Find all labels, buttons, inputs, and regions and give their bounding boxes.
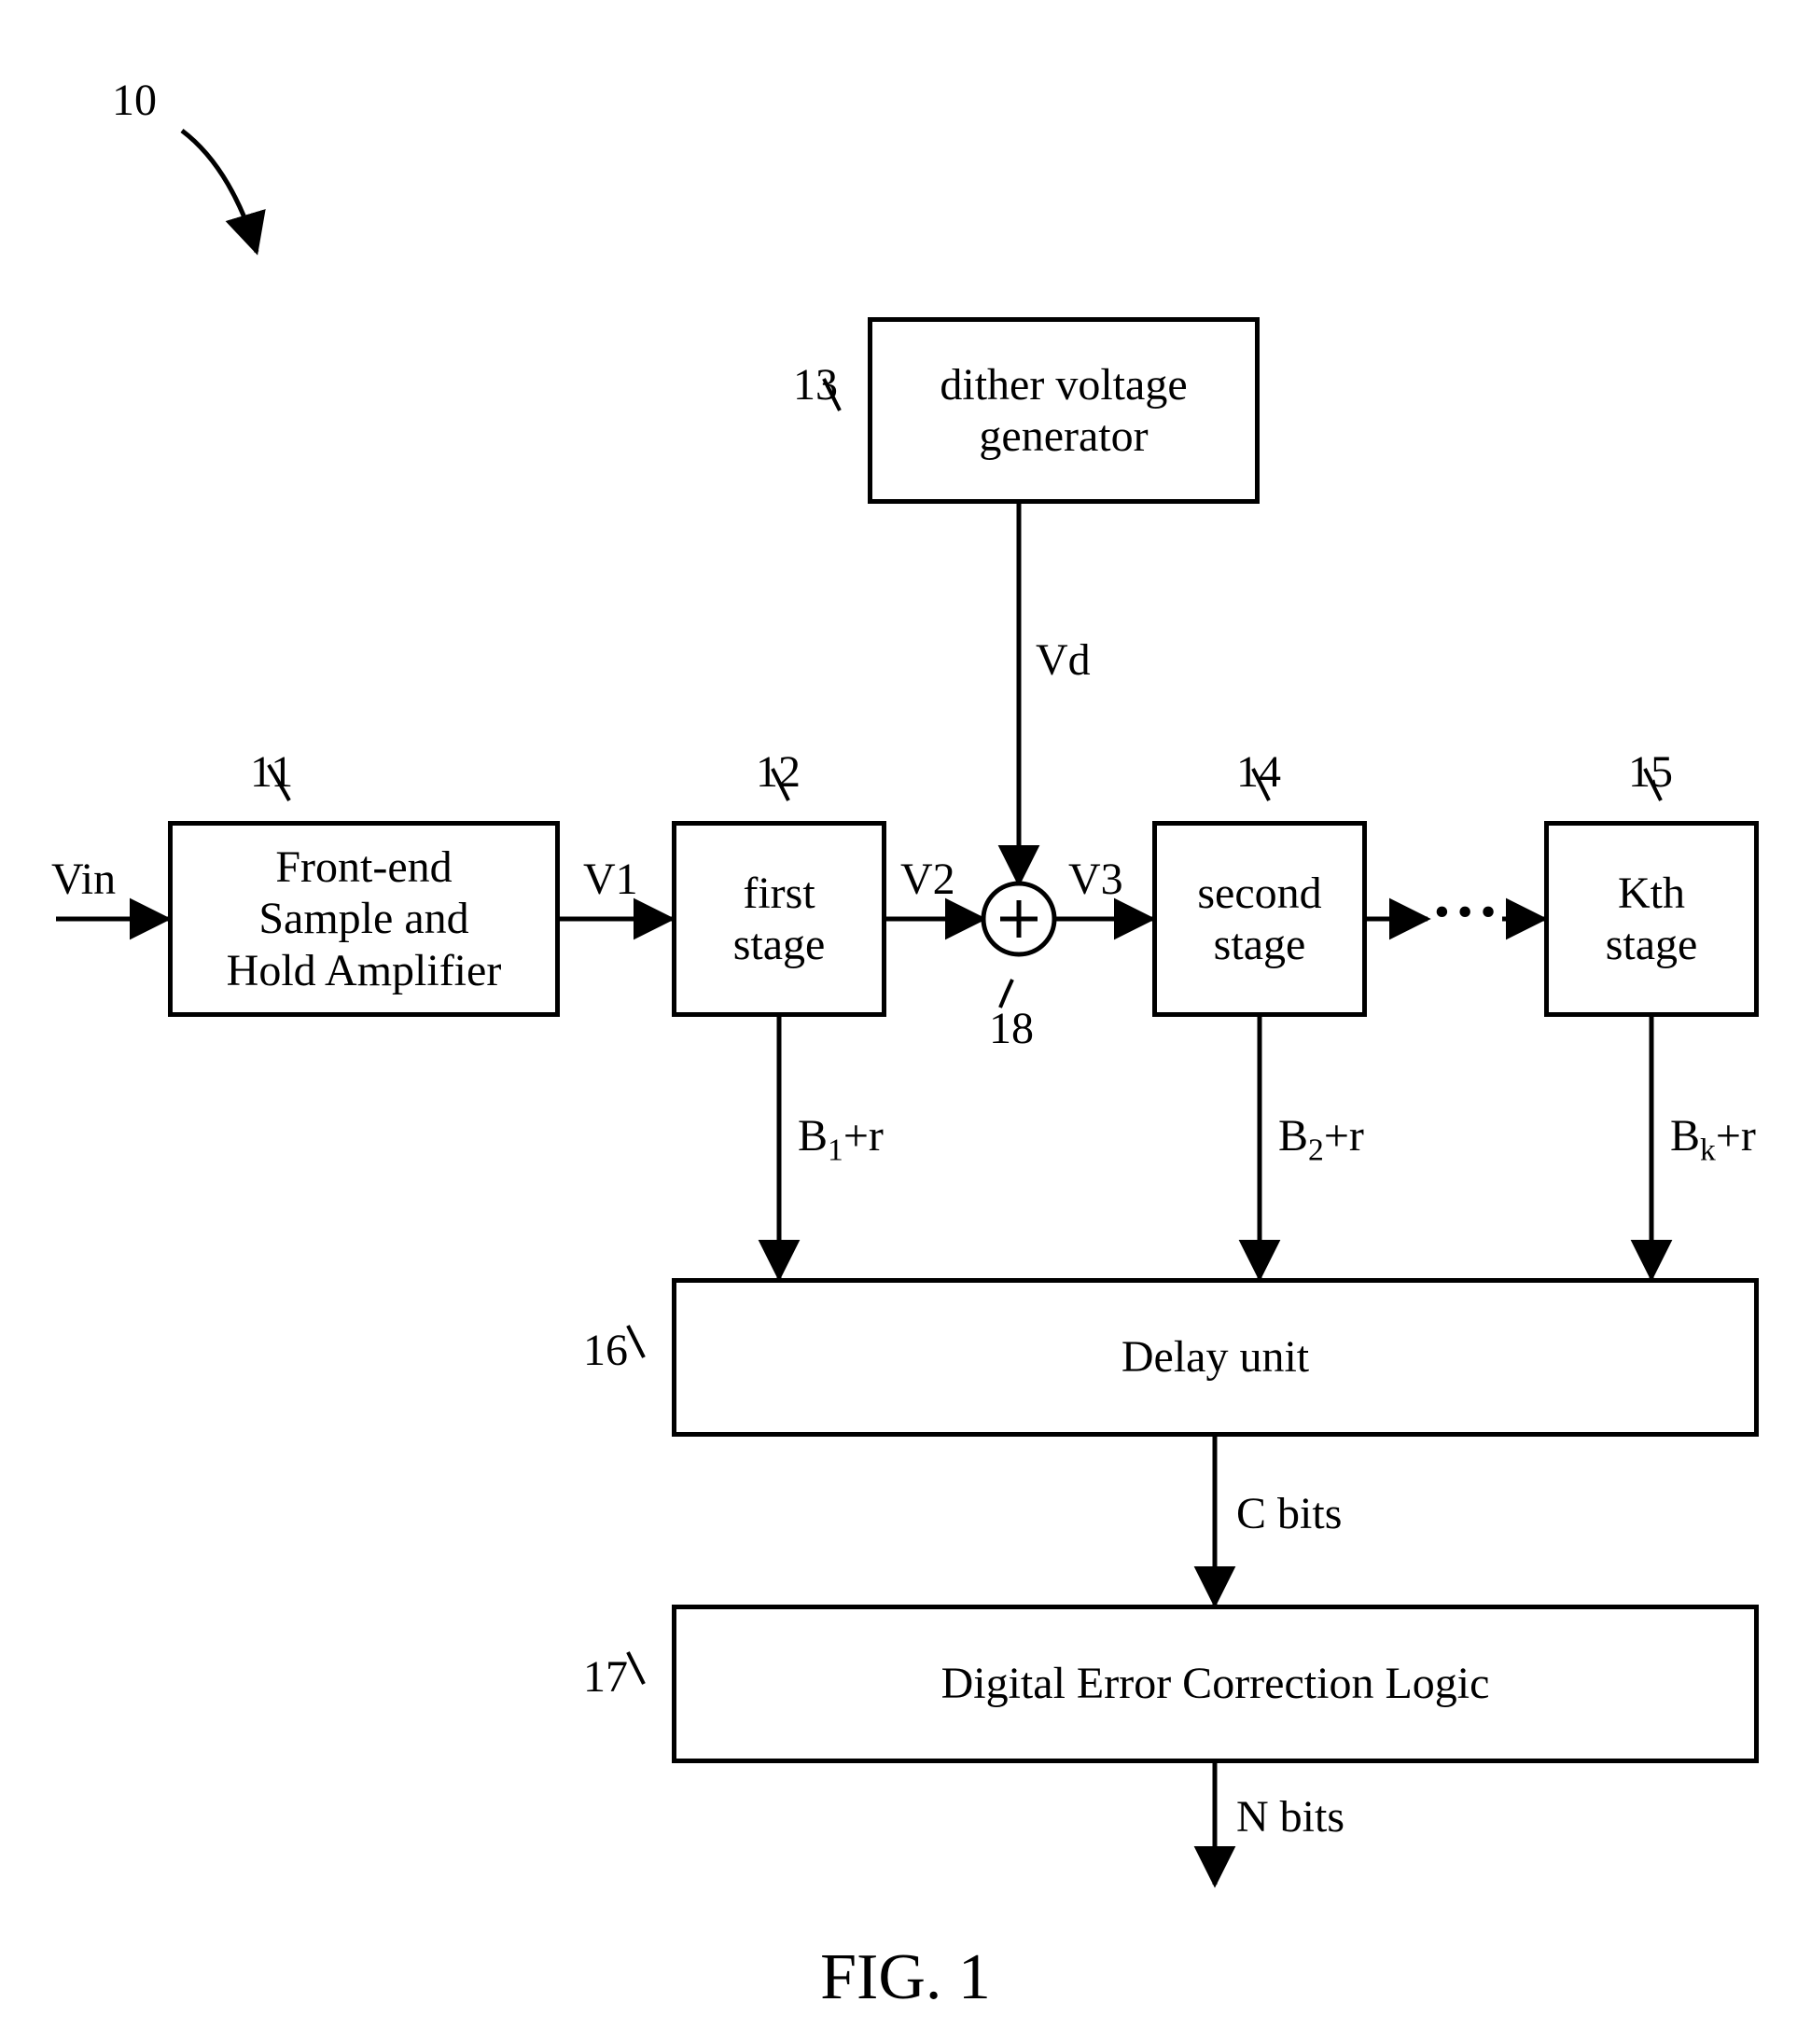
block-stage2: second stage xyxy=(1152,821,1367,1017)
signal-b1: B1+r xyxy=(798,1110,884,1169)
block-dither: dither voltage generator xyxy=(868,317,1260,504)
stage1-line2: stage xyxy=(733,920,826,969)
signal-v1: V1 xyxy=(583,854,638,905)
signal-v2: V2 xyxy=(900,854,955,905)
stage2-line2: stage xyxy=(1214,920,1306,969)
block-delay: Delay unit xyxy=(672,1278,1759,1437)
stagek-line2: stage xyxy=(1606,920,1698,969)
decl-line1: Digital Error Correction Logic xyxy=(941,1658,1490,1709)
signal-v3: V3 xyxy=(1068,854,1123,905)
block-stagek-text: Kth stage xyxy=(1606,868,1698,970)
stagek-line1: Kth xyxy=(1618,869,1685,918)
signal-vd: Vd xyxy=(1036,634,1091,686)
block-stageK: Kth stage xyxy=(1544,821,1759,1017)
ref-tick-17 xyxy=(628,1652,644,1684)
block-stage1-text: first stage xyxy=(733,868,826,970)
ref-label-15: 15 xyxy=(1628,746,1673,798)
ref-label-13: 13 xyxy=(793,359,838,410)
ref-label-18: 18 xyxy=(989,1003,1034,1054)
signal-b2: B2+r xyxy=(1278,1110,1364,1169)
ref-label-16: 16 xyxy=(583,1325,628,1376)
block-decl: Digital Error Correction Logic xyxy=(672,1605,1759,1763)
signal-vin: Vin xyxy=(51,854,116,905)
sha-line1: Front-end xyxy=(275,842,452,892)
stage1-line1: first xyxy=(743,869,815,918)
figure-caption: FIG. 1 xyxy=(0,1940,1811,2015)
figure-canvas: 10 Front-end Sample and Hold Amplifier 1… xyxy=(0,0,1811,2044)
block-sha-text: Front-end Sample and Hold Amplifier xyxy=(227,841,502,996)
ref-tick-16 xyxy=(628,1326,644,1357)
signal-cbits: C bits xyxy=(1236,1488,1342,1539)
signal-bk: Bk+r xyxy=(1670,1110,1756,1169)
block-dither-text: dither voltage generator xyxy=(940,359,1187,462)
dither-line1: dither voltage xyxy=(940,360,1187,410)
sha-line2: Sample and xyxy=(258,894,468,943)
ref-label-17: 17 xyxy=(583,1651,628,1703)
sha-line3: Hold Amplifier xyxy=(227,946,502,995)
dither-line2: generator xyxy=(979,411,1148,461)
delay-line1: Delay unit xyxy=(1121,1331,1309,1383)
block-stage1: first stage xyxy=(672,821,886,1017)
ref-label-10: 10 xyxy=(112,75,157,126)
signal-nbits: N bits xyxy=(1236,1791,1344,1842)
ref-arrow-10 xyxy=(182,131,257,252)
dots: • • • xyxy=(1434,886,1494,938)
stage2-line1: second xyxy=(1197,869,1321,918)
block-stage2-text: second stage xyxy=(1197,868,1321,970)
ref-label-14: 14 xyxy=(1236,746,1281,798)
ref-label-12: 12 xyxy=(756,746,801,798)
block-sha: Front-end Sample and Hold Amplifier xyxy=(168,821,560,1017)
ref-label-11: 11 xyxy=(250,746,293,798)
